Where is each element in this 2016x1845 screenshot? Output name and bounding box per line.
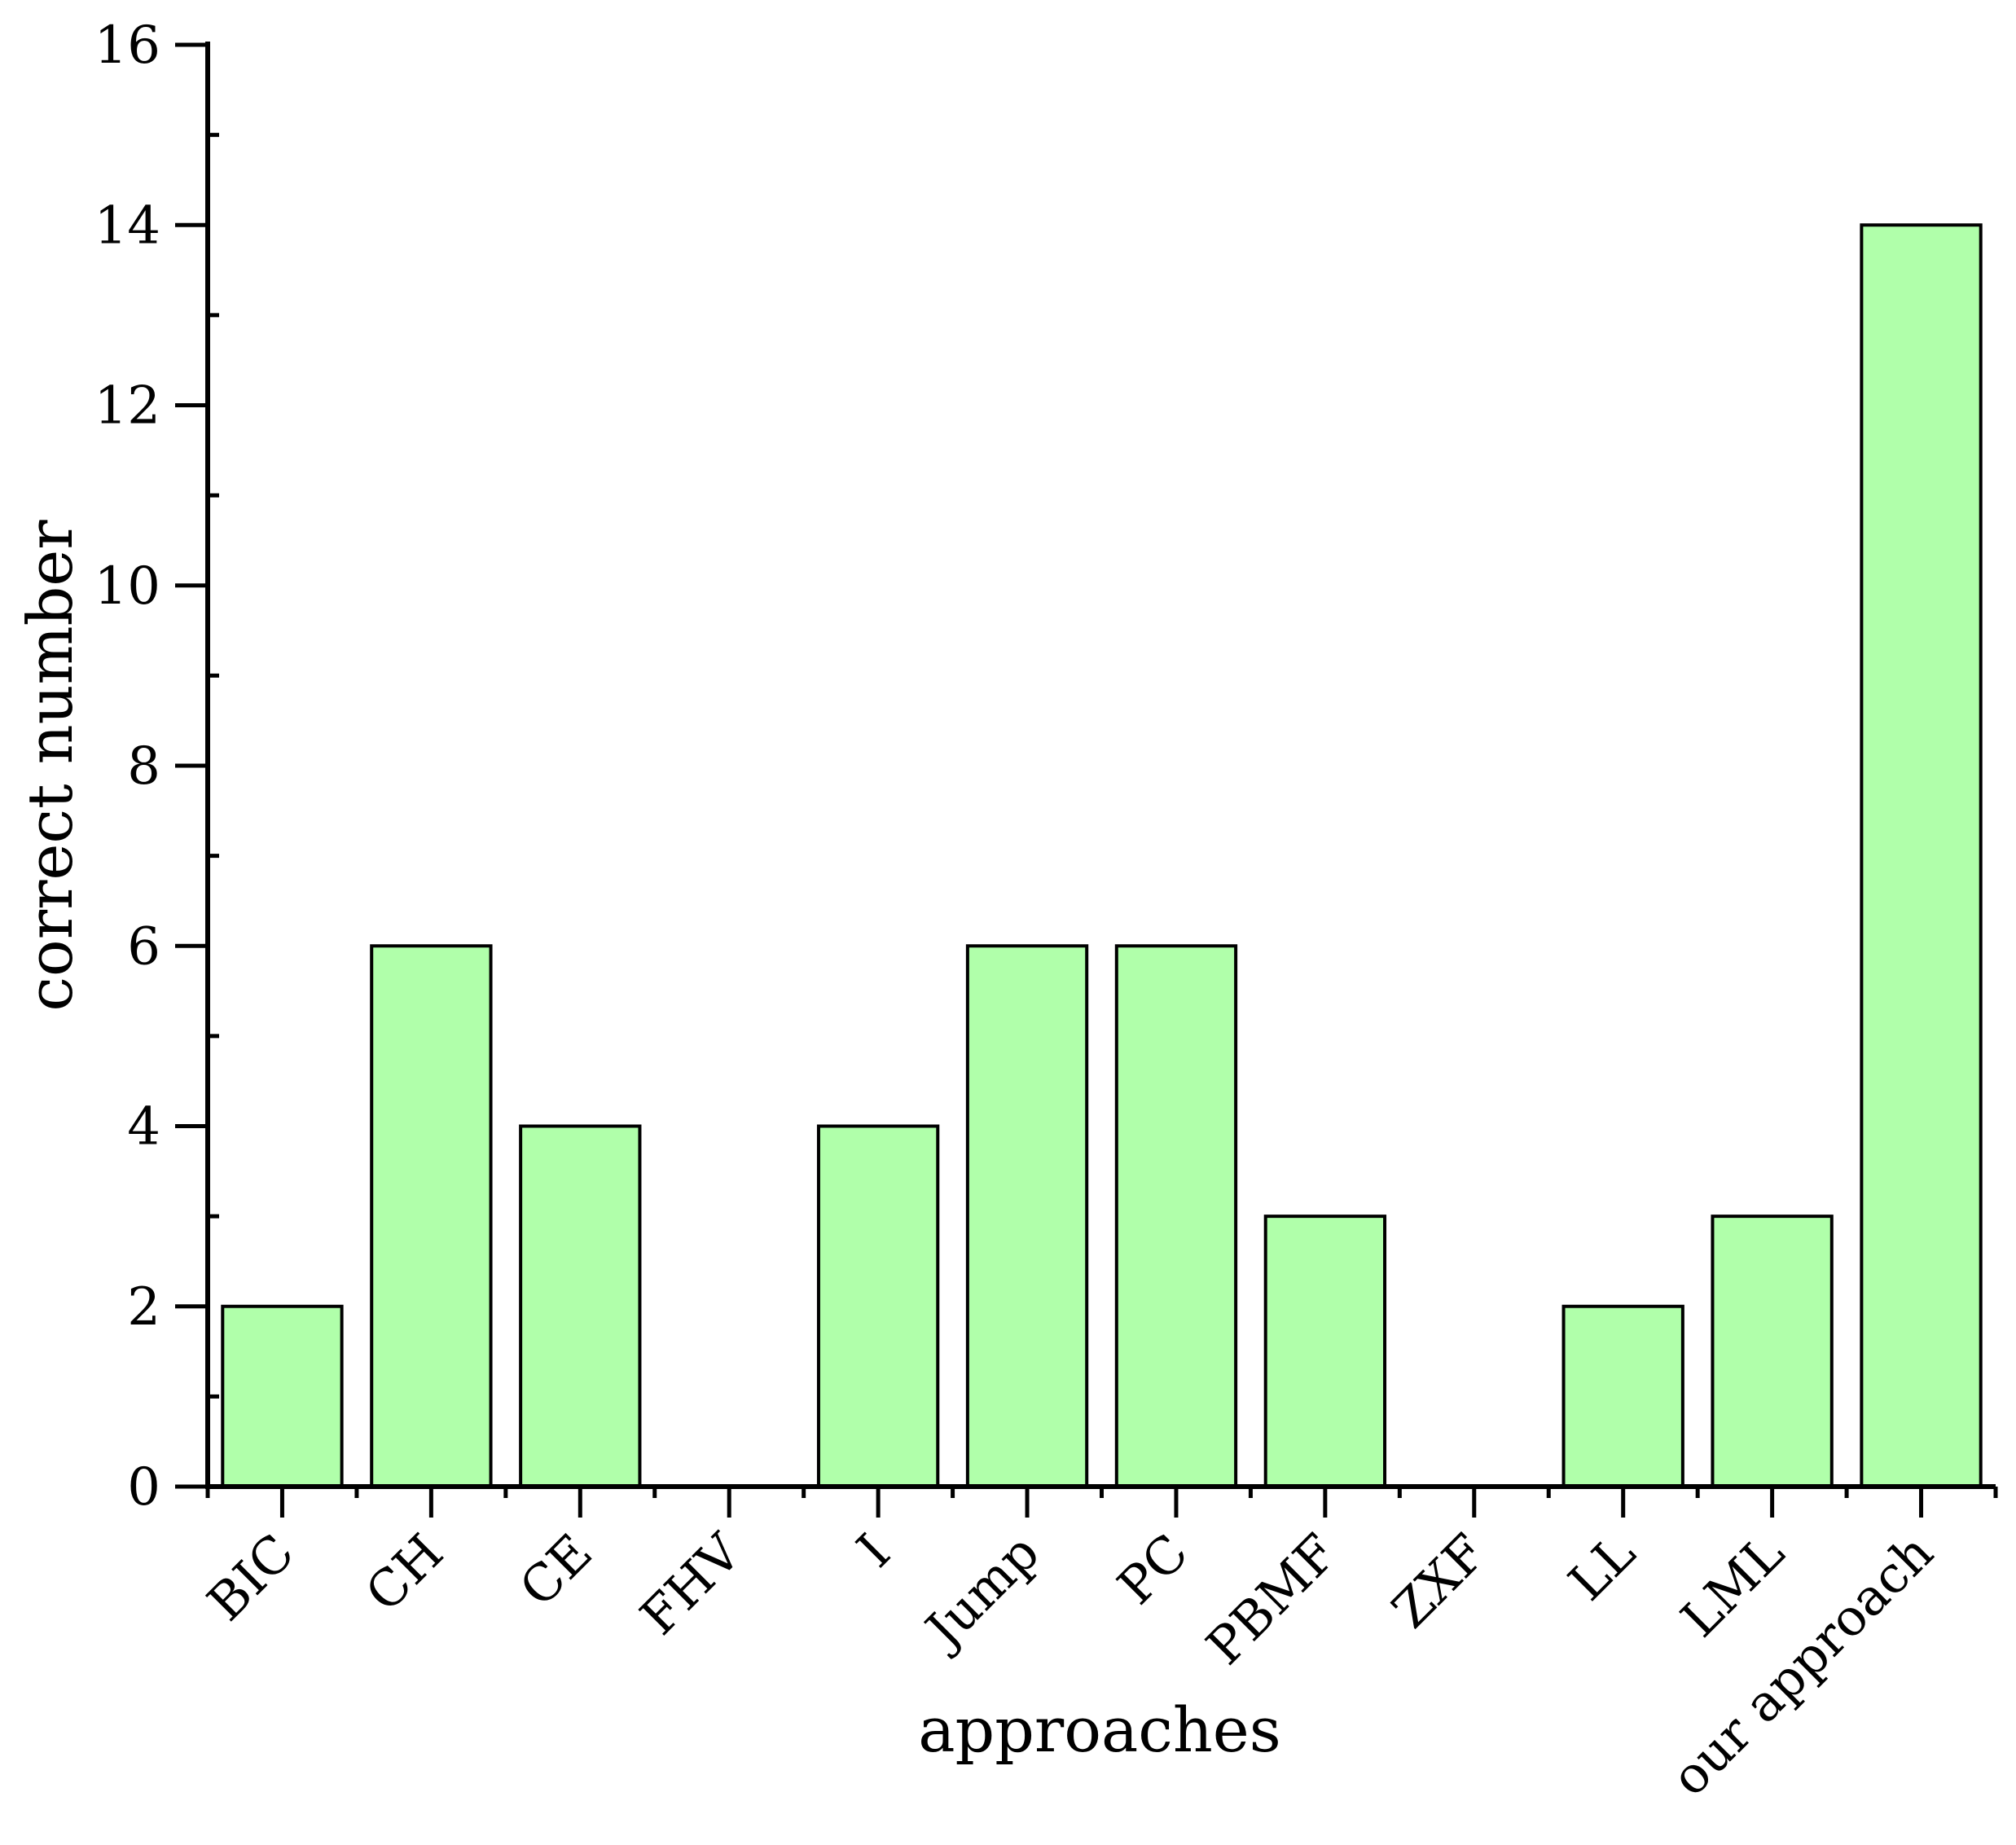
y-axis-title: correct number: [14, 520, 86, 1012]
bar-our-approach: [1860, 223, 1983, 1488]
bar-ce: [519, 1124, 642, 1488]
x-tick-label: LML: [1669, 1522, 1795, 1649]
x-axis-title: approaches: [918, 1693, 1281, 1766]
x-tick-label: PC: [1106, 1522, 1200, 1616]
y-tick-label: 10: [94, 556, 160, 617]
bar-ch: [370, 944, 493, 1488]
x-tick-label: BIC: [195, 1522, 305, 1632]
x-tick-label: LL: [1557, 1522, 1646, 1612]
bar-jump: [965, 944, 1089, 1488]
x-tick-label: ZXF: [1381, 1522, 1498, 1640]
bar-i: [816, 1124, 940, 1488]
y-tick-label: 16: [94, 15, 160, 76]
y-ticks-group: 0 2 4 6 8 10 12 14 16: [94, 15, 219, 1518]
y-tick-label: 14: [94, 195, 160, 256]
bar-bic: [221, 1304, 344, 1488]
y-tick-label: 0: [127, 1457, 160, 1518]
x-tick-label: PBMF: [1195, 1522, 1349, 1676]
bar-lml: [1711, 1215, 1834, 1488]
bar-pc: [1114, 944, 1238, 1488]
bar-pbmf: [1263, 1215, 1387, 1488]
bars-group: [221, 223, 1983, 1488]
x-tick-label: CH: [354, 1522, 455, 1623]
x-tick-label: I: [845, 1522, 902, 1579]
x-tick-label: FHV: [629, 1522, 753, 1646]
y-tick-label: 12: [94, 376, 160, 437]
y-tick-label: 8: [127, 736, 160, 797]
x-tick-label: Jump: [911, 1522, 1050, 1662]
x-tick-label: CE: [508, 1522, 604, 1618]
bar-ll: [1561, 1304, 1684, 1488]
y-tick-label: 6: [127, 916, 160, 977]
y-tick-label: 4: [127, 1097, 160, 1158]
x-tick-label: our approach: [1659, 1522, 1944, 1808]
y-tick-label: 2: [127, 1277, 160, 1338]
